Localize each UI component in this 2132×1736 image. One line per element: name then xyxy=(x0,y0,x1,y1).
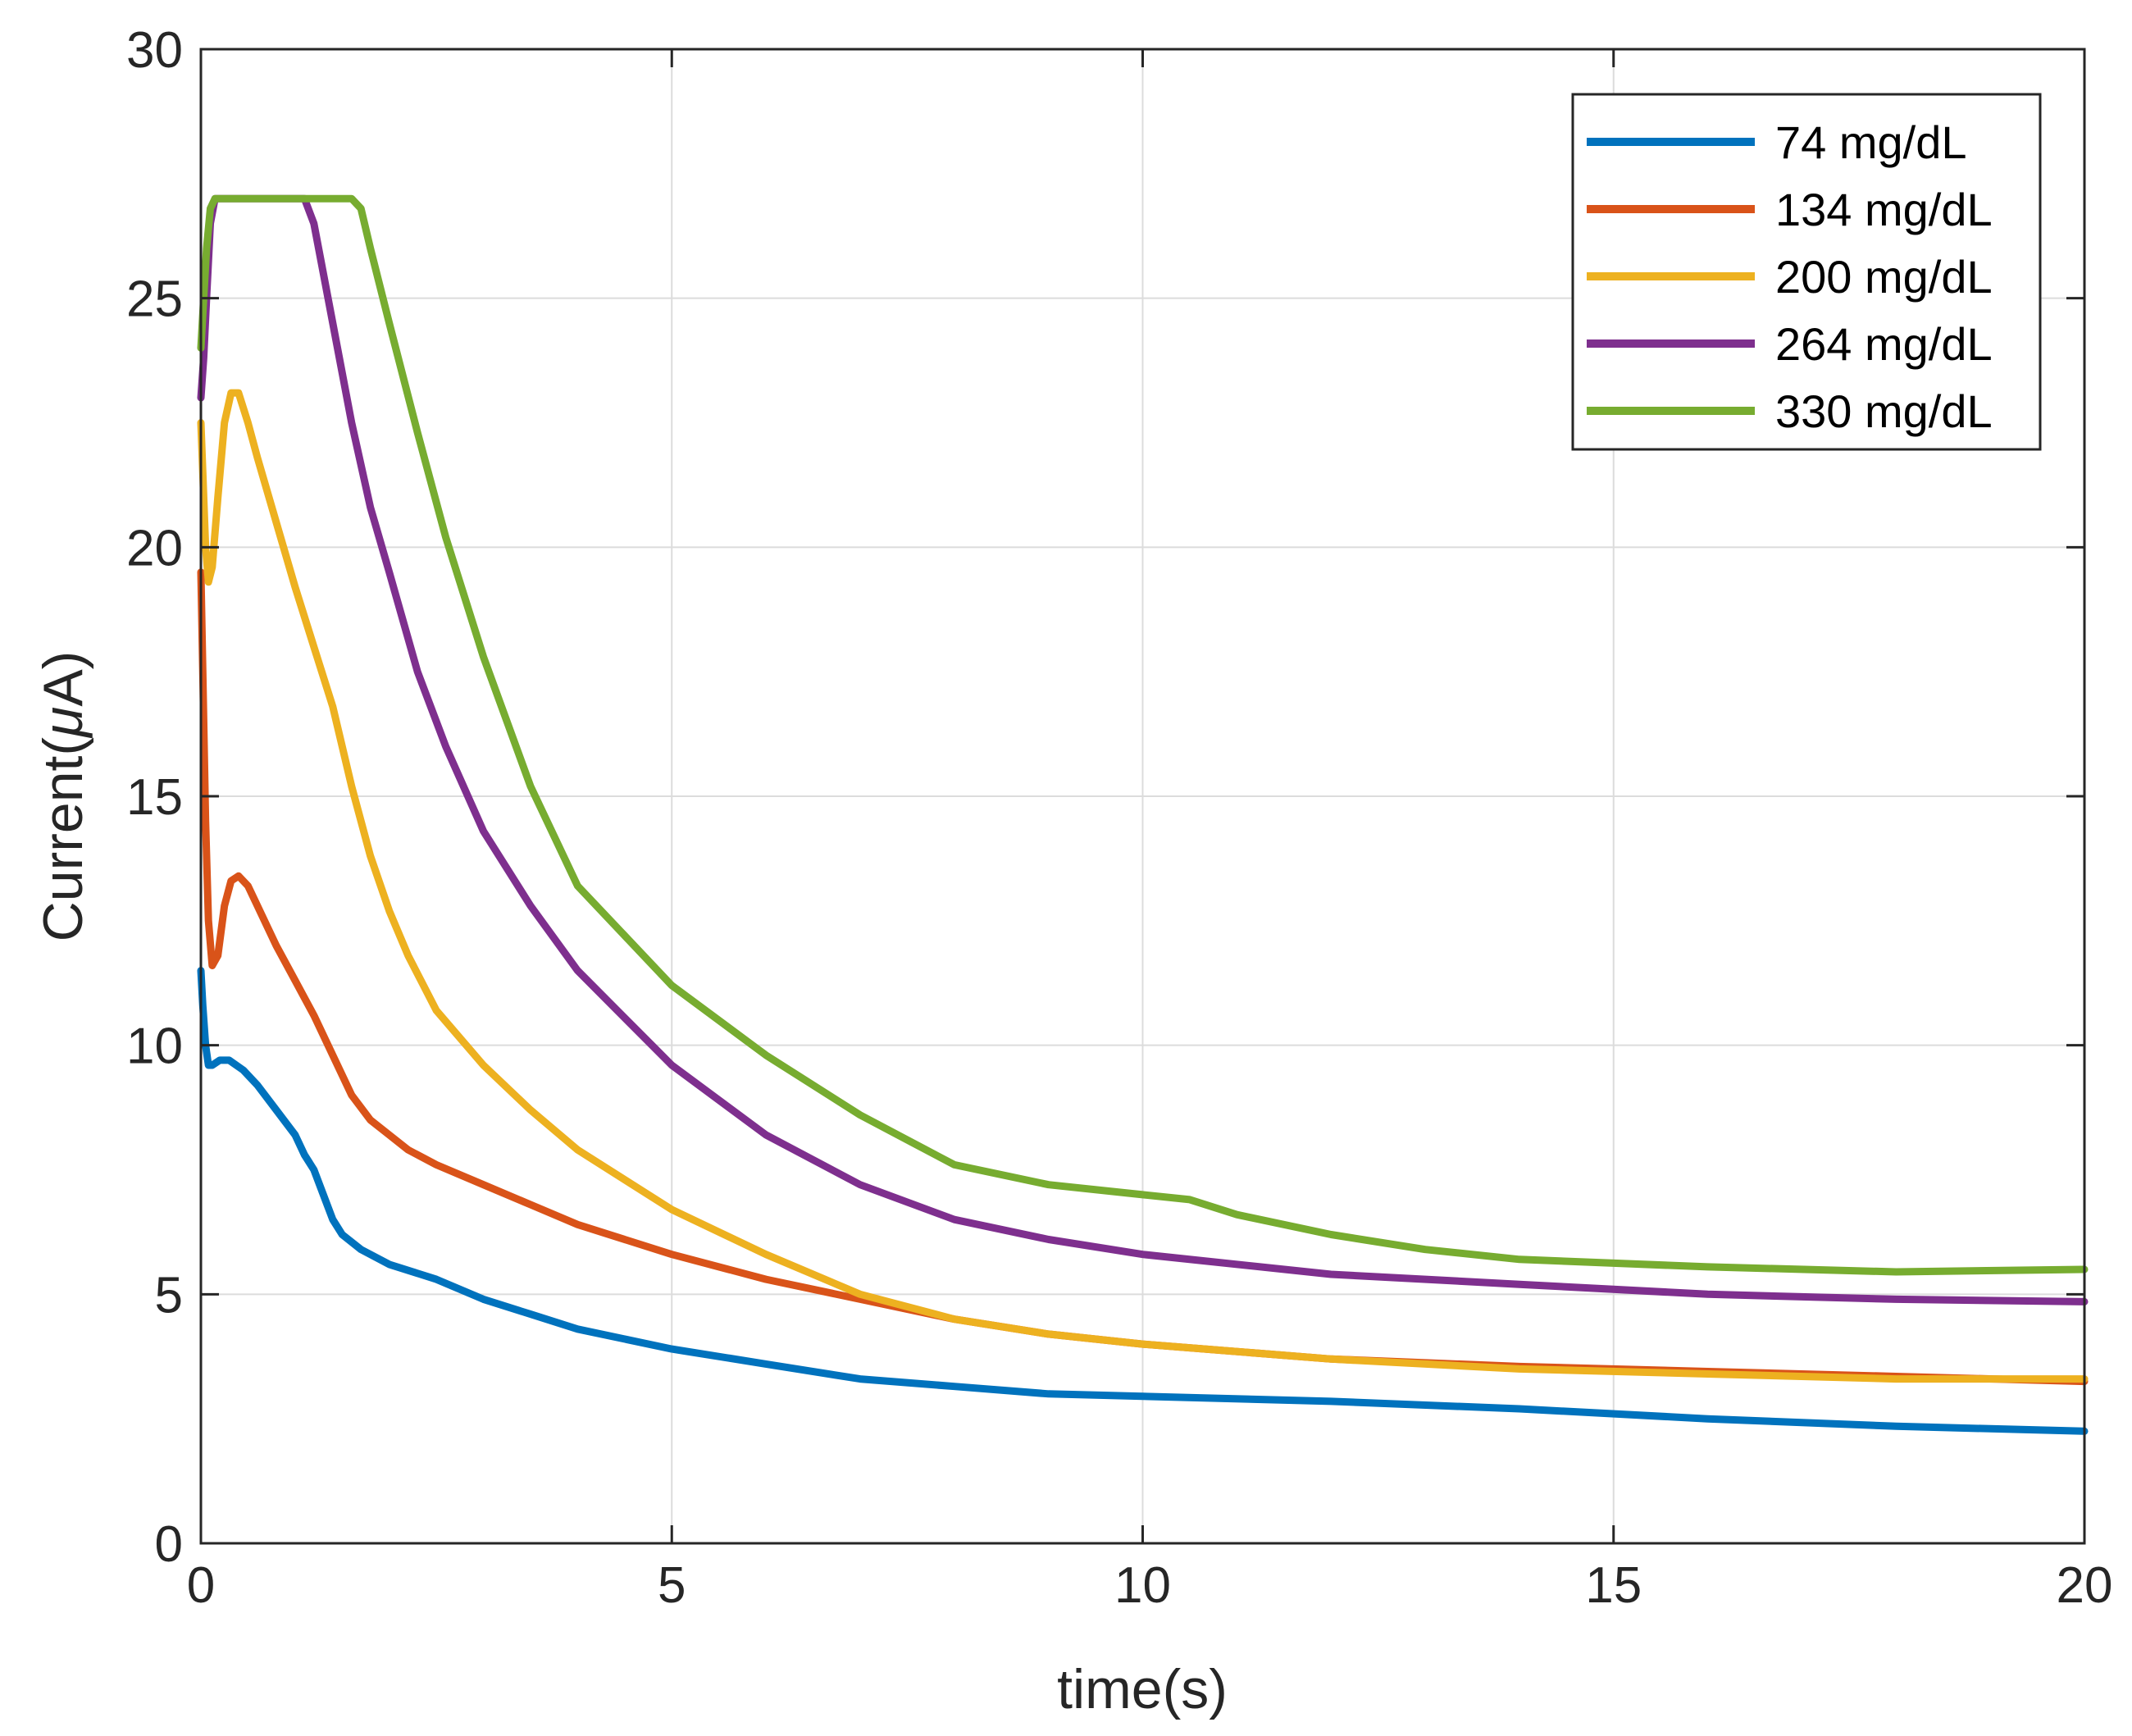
y-axis-title-suffix: A) xyxy=(32,651,94,707)
series-layer xyxy=(197,194,2089,1435)
y-tick-label: 0 xyxy=(155,1516,183,1573)
legend-entry-label: 264 mg/dL xyxy=(1775,318,1993,370)
y-tick-label: 10 xyxy=(126,1018,183,1075)
x-tick-label: 10 xyxy=(1114,1557,1171,1614)
legend-entry-label: 74 mg/dL xyxy=(1775,116,1967,168)
x-tick-label: 0 xyxy=(187,1557,215,1614)
y-tick-label: 5 xyxy=(155,1267,183,1324)
y-axis-title-prefix: Current( xyxy=(32,737,94,942)
x-tick-label: 5 xyxy=(658,1557,686,1614)
legend: 74 mg/dL 134 mg/dL 200 mg/dL 264 mg/dL 330 m… xyxy=(1571,93,2042,451)
series-line xyxy=(197,967,2089,1435)
legend-entry-label: 134 mg/dL xyxy=(1775,184,1993,235)
legend-entry-label: 330 mg/dL xyxy=(1775,385,1993,437)
legend-box xyxy=(1571,93,2042,451)
x-axis-title: time(s) xyxy=(1057,1658,1228,1720)
series-line xyxy=(197,389,2089,1383)
y-tick-label: 15 xyxy=(126,769,183,826)
legend-entry-label: 200 mg/dL xyxy=(1775,251,1993,303)
y-tick-label: 25 xyxy=(126,271,183,328)
y-tick-label: 20 xyxy=(126,520,183,576)
tick-labels: 0 5 10 15 20 0 5 10 15 20 25 30 xyxy=(126,22,2112,1614)
axis-ticks xyxy=(199,48,2086,1545)
x-tick-label: 15 xyxy=(1585,1557,1642,1614)
y-axis-title-mu: μ xyxy=(32,707,94,739)
y-axis-title: Current(μA) xyxy=(32,651,94,942)
x-tick-label: 20 xyxy=(2057,1557,2113,1614)
y-tick-label: 30 xyxy=(126,22,183,79)
series-line xyxy=(197,194,2089,1276)
